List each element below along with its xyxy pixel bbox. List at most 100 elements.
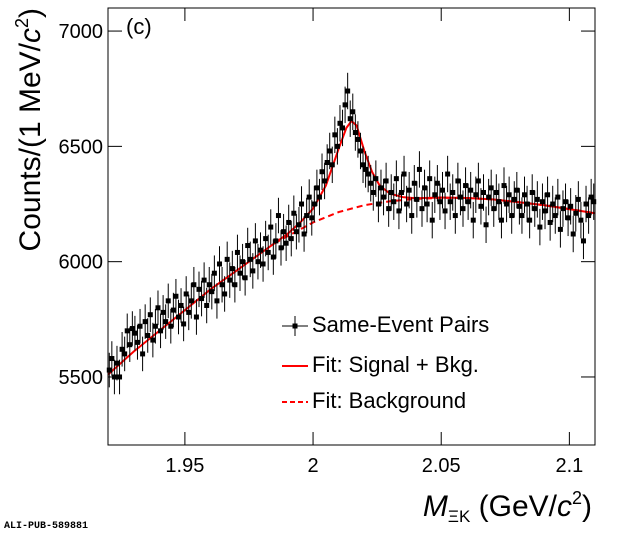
data-point (204, 302, 210, 308)
data-point (352, 130, 358, 136)
data-point (393, 176, 399, 182)
data-point (427, 176, 433, 182)
data-point (355, 136, 361, 142)
data-point (186, 309, 192, 315)
data-point (370, 189, 376, 195)
data-point (183, 291, 189, 297)
data-point (309, 215, 315, 221)
data-point (578, 217, 584, 223)
data-point (375, 201, 381, 207)
data-point (481, 189, 487, 195)
data-point (547, 219, 553, 225)
data-point (404, 201, 410, 207)
data-point (580, 238, 586, 244)
x-label-part: 2 (572, 488, 582, 508)
data-point (396, 208, 402, 214)
data-point (398, 189, 404, 195)
data-point (442, 208, 448, 214)
data-point (132, 330, 138, 336)
data-point (281, 229, 287, 235)
data-point (224, 256, 230, 262)
data-point (150, 337, 156, 343)
legend-symbol (292, 323, 298, 329)
data-point (563, 199, 569, 205)
data-point (391, 199, 397, 205)
data-point (109, 356, 115, 362)
x-tick-label: 1.95 (165, 455, 204, 477)
data-point (504, 201, 510, 207)
data-point (575, 196, 581, 202)
data-point (470, 217, 476, 223)
data-point (293, 229, 299, 235)
data-point (245, 243, 251, 249)
data-point (324, 160, 330, 166)
data-point (286, 219, 292, 225)
data-point (196, 286, 202, 292)
data-point (373, 176, 379, 182)
data-point (137, 323, 143, 329)
data-point (240, 259, 246, 265)
data-point (188, 298, 194, 304)
data-point (468, 187, 474, 193)
data-point (304, 213, 310, 219)
data-point (334, 143, 340, 149)
data-point (457, 194, 463, 200)
data-point (160, 309, 166, 315)
data-point (232, 282, 238, 288)
data-point (296, 222, 302, 228)
data-point (134, 339, 140, 345)
data-point (201, 277, 207, 283)
data-point (155, 305, 161, 311)
x-label-part: c (557, 490, 572, 523)
data-point (311, 201, 317, 207)
data-point (573, 210, 579, 216)
data-point (445, 171, 451, 177)
data-point (322, 178, 328, 184)
data-point (211, 270, 217, 276)
y-label-part: c (14, 28, 47, 43)
footer: ALI-PUB-589881 (4, 521, 88, 532)
data-point (142, 319, 148, 325)
y-label-part: ) (14, 8, 47, 18)
data-point (106, 367, 112, 373)
data-point (152, 323, 158, 329)
panel-label: (c) (126, 14, 152, 39)
x-tick-label: 2 (307, 455, 318, 477)
y-axis-label: Counts/(1 MeV/c2) (12, 8, 47, 251)
data-point (473, 192, 479, 198)
data-point (122, 351, 128, 357)
data-point (268, 224, 274, 230)
data-point (534, 196, 540, 202)
data-point (555, 194, 561, 200)
data-point (219, 282, 225, 288)
data-point (434, 180, 440, 186)
data-point (381, 194, 387, 200)
data-point (288, 236, 294, 242)
x-label-part: ) (582, 490, 592, 523)
data-point (478, 203, 484, 209)
legend-label: Fit: Signal + Bkg. (312, 352, 479, 377)
data-point (483, 222, 489, 228)
data-point (545, 192, 551, 198)
data-point (586, 213, 592, 219)
data-point (327, 148, 333, 154)
data-point (411, 180, 417, 186)
data-point (465, 199, 471, 205)
y-tick-label: 6000 (59, 252, 104, 274)
data-point (519, 213, 525, 219)
data-point (591, 199, 597, 205)
data-point (583, 201, 589, 207)
data-point (524, 201, 530, 207)
data-point (273, 238, 279, 244)
data-point (145, 332, 151, 338)
data-point (414, 196, 420, 202)
data-point (450, 189, 456, 195)
data-point (475, 178, 481, 184)
data-point (329, 162, 335, 168)
data-point (527, 217, 533, 223)
x-tick-label: 2.1 (555, 455, 583, 477)
data-point (429, 217, 435, 223)
data-point (227, 277, 233, 283)
data-point (214, 298, 220, 304)
